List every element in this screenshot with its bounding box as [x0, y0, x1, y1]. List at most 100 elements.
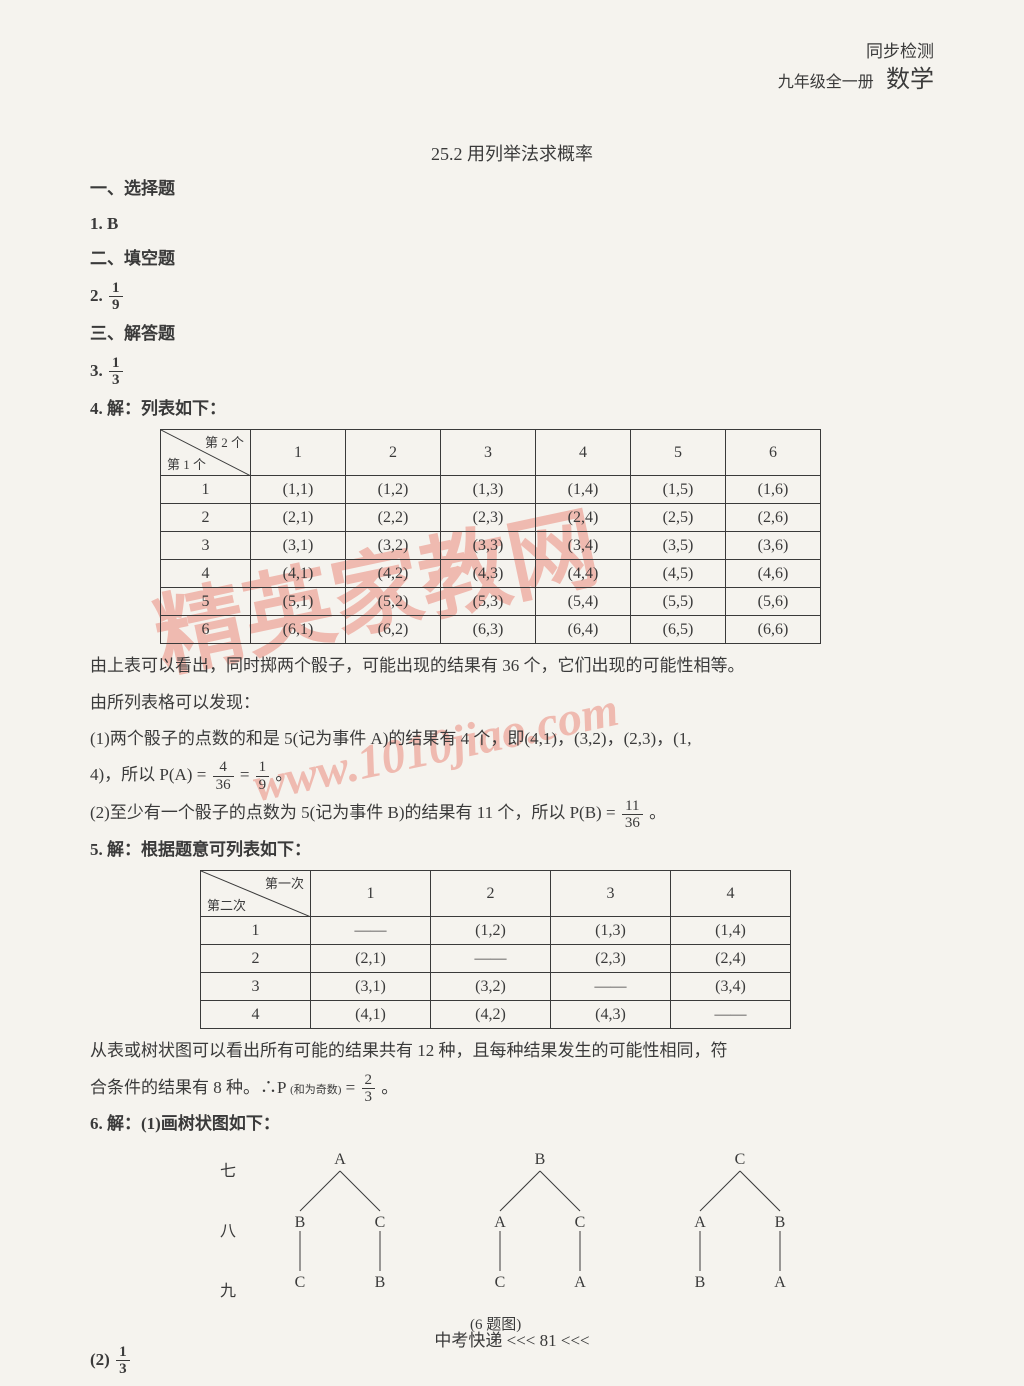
- section-title: 25.2 用列举法求概率: [0, 140, 1024, 166]
- tree-svg: A B C BC AC AB CB CA BA: [270, 1149, 830, 1309]
- q5-fraction: 2 3: [362, 1072, 376, 1106]
- table1-cell: (1,5): [631, 476, 726, 504]
- q4-frac1: 4 36: [213, 759, 234, 793]
- q5-paragraph1: 从表或树状图可以看出所有可能的结果共有 12 种，且每种结果发生的可能性相同，符: [90, 1035, 934, 1067]
- table1-cell: (1,3): [441, 476, 536, 504]
- table2-cell: (1,2): [431, 917, 551, 945]
- table2-row-header: 4: [201, 1001, 311, 1029]
- table1-row-header: 2: [161, 504, 251, 532]
- table2-cell: ——: [311, 917, 431, 945]
- table1-bot-label: 第 1 个: [167, 454, 206, 473]
- q4-p3b-text: 4)，所以 P(A) =: [90, 765, 211, 784]
- table1-cell: (3,6): [726, 532, 821, 560]
- table1-col-header: 1: [251, 430, 346, 476]
- tree-root-a: A: [334, 1151, 346, 1168]
- q1-answer: 1. B: [90, 210, 934, 239]
- q2-label: 2.: [90, 286, 103, 305]
- q4-f1-den: 36: [213, 777, 234, 794]
- table1-cell: (4,6): [726, 560, 821, 588]
- table1-cell: (5,1): [251, 588, 346, 616]
- table1-cell: (5,3): [441, 588, 536, 616]
- svg-text:C: C: [295, 1274, 306, 1291]
- q4-f2-den: 9: [256, 777, 270, 794]
- svg-text:B: B: [375, 1274, 386, 1291]
- table1-cell: (3,4): [536, 532, 631, 560]
- table1-row-header: 1: [161, 476, 251, 504]
- table2-top-label: 第一次: [265, 873, 304, 892]
- q4-f3-num: 11: [622, 798, 643, 816]
- table2-diagonal-header: 第一次 第二次: [201, 871, 311, 917]
- section3-header: 三、解答题: [90, 320, 934, 349]
- table1-cell: (6,4): [536, 616, 631, 644]
- table1-cell: (1,2): [346, 476, 441, 504]
- table1-cell: (3,3): [441, 532, 536, 560]
- table2-row-header: 2: [201, 945, 311, 973]
- table1-cell: (5,5): [631, 588, 726, 616]
- table1-col-header: 2: [346, 430, 441, 476]
- header-subject: 数学: [886, 67, 934, 93]
- q4-paragraph2: 由所列表格可以发现：: [90, 687, 934, 719]
- table2-cell: ——: [671, 1001, 791, 1029]
- table1-cell: (3,2): [346, 532, 441, 560]
- svg-text:A: A: [774, 1274, 786, 1291]
- table1-cell: (2,6): [726, 504, 821, 532]
- q5-intro: 5. 解：根据题意可列表如下：: [90, 836, 934, 865]
- table1-cell: (1,4): [536, 476, 631, 504]
- tree-label-8: 八: [220, 1217, 236, 1241]
- tree-label-9: 九: [220, 1277, 236, 1301]
- table2-cell: (2,1): [311, 945, 431, 973]
- q4-f2-num: 1: [256, 759, 270, 777]
- tree-label-7: 七: [220, 1157, 236, 1181]
- q5-subscript: (和为奇数): [290, 1084, 341, 1096]
- table2-cell: (2,4): [671, 945, 791, 973]
- q4-p4a: (2)至少有一个骰子的点数为 5(记为事件 B)的结果有 11 个，所以 P(B…: [90, 803, 620, 822]
- q5-eq: =: [346, 1078, 360, 1097]
- section2-header: 二、填空题: [90, 245, 934, 274]
- table1-cell: (6,3): [441, 616, 536, 644]
- table2-col-header: 4: [671, 871, 791, 917]
- q2-denominator: 9: [109, 297, 123, 314]
- q3-numerator: 1: [109, 355, 123, 373]
- table1-cell: (6,5): [631, 616, 726, 644]
- q5-p2a: 合条件的结果有 8 种。∴P: [90, 1078, 286, 1097]
- table1-cell: (2,1): [251, 504, 346, 532]
- table1-cell: (5,2): [346, 588, 441, 616]
- q2-numerator: 1: [109, 280, 123, 298]
- q6-intro: 6. 解：(1)画树状图如下：: [90, 1110, 934, 1139]
- q3-fraction: 1 3: [109, 355, 123, 389]
- tree-root-c: C: [735, 1151, 746, 1168]
- table1-cell: (5,4): [536, 588, 631, 616]
- table1-row-header: 4: [161, 560, 251, 588]
- table1-cell: (3,1): [251, 532, 346, 560]
- q6-2-label: (2): [90, 1350, 110, 1369]
- table1-cell: (5,6): [726, 588, 821, 616]
- table1-cell: (4,3): [441, 560, 536, 588]
- table2-cell: (3,4): [671, 973, 791, 1001]
- page-header: 同步检测 九年级全一册 数学: [778, 40, 934, 97]
- svg-text:C: C: [375, 1214, 386, 1231]
- table1-cell: (4,1): [251, 560, 346, 588]
- table1-cell: (4,4): [536, 560, 631, 588]
- svg-text:C: C: [495, 1274, 506, 1291]
- svg-text:B: B: [695, 1274, 706, 1291]
- q5-p2b: 。: [381, 1078, 398, 1097]
- q5-paragraph2: 合条件的结果有 8 种。∴P (和为奇数) = 2 3 。: [90, 1072, 934, 1106]
- table1-col-header: 5: [631, 430, 726, 476]
- q4-frac2: 1 9: [256, 759, 270, 793]
- q4-f3-den: 36: [622, 815, 643, 832]
- table2-cell: ——: [431, 945, 551, 973]
- table2: 第一次 第二次 1234 1——(1,2)(1,3)(1,4)2(2,1)——(…: [200, 870, 791, 1029]
- q4-paragraph3b: 4)，所以 P(A) = 4 36 = 1 9 。: [90, 759, 934, 793]
- table1-row-header: 6: [161, 616, 251, 644]
- q5-den: 3: [362, 1089, 376, 1106]
- table1-cell: (1,6): [726, 476, 821, 504]
- table1-cell: (4,5): [631, 560, 726, 588]
- table2-cell: (1,4): [671, 917, 791, 945]
- table1-cell: (3,5): [631, 532, 726, 560]
- content-area: 一、选择题 1. B 二、填空题 2. 1 9 三、解答题 3. 1 3 4. …: [90, 175, 934, 1384]
- table1-cell: (2,2): [346, 504, 441, 532]
- table2-cell: (4,1): [311, 1001, 431, 1029]
- q4-paragraph3a: (1)两个骰子的点数的和是 5(记为事件 A)的结果有 4 个，即(4,1)，(…: [90, 723, 934, 755]
- table1-cell: (6,6): [726, 616, 821, 644]
- svg-text:A: A: [574, 1274, 586, 1291]
